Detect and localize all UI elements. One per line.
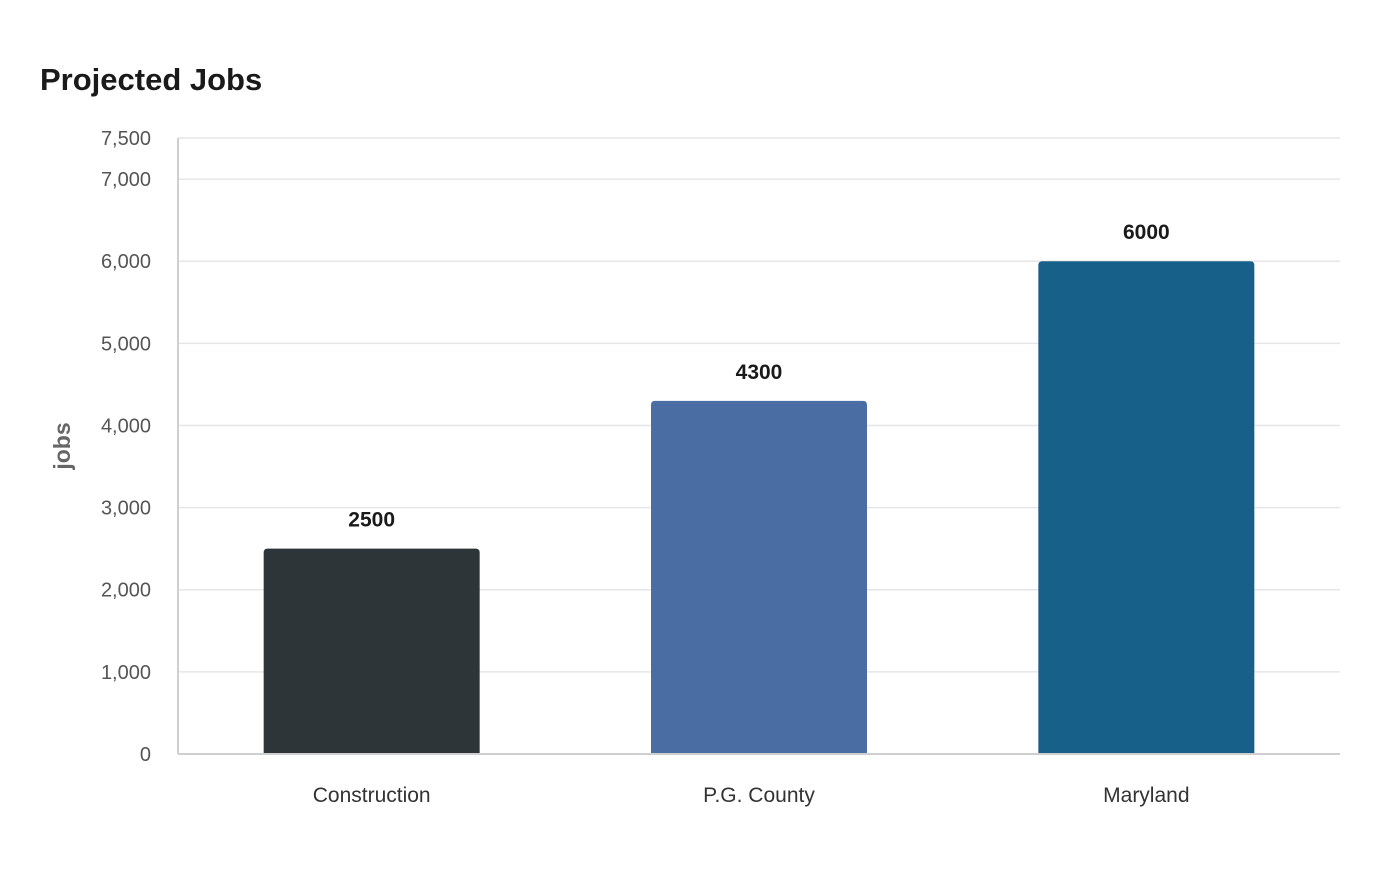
- bar-0: [263, 548, 480, 754]
- data-labels: 2500 4300 6000: [348, 221, 1169, 531]
- data-label: 2500: [348, 509, 395, 532]
- data-label: 6000: [1123, 221, 1170, 244]
- y-tick-label: 1,000: [101, 662, 151, 684]
- y-tick-label: 6,000: [101, 251, 151, 273]
- y-axis-title: jobs: [49, 422, 75, 470]
- y-tick-label: 7,500: [101, 128, 151, 150]
- bar-1: [651, 400, 867, 754]
- x-tick-label: P.G. County: [703, 784, 815, 807]
- y-tick-label: 7,000: [101, 169, 151, 191]
- bar-2: [1038, 261, 1255, 754]
- chart-title: Projected Jobs: [40, 62, 263, 97]
- bars: [263, 261, 1255, 754]
- y-tick-label: 4,000: [101, 415, 151, 437]
- x-tick-label: Maryland: [1103, 784, 1189, 807]
- y-tick-label: 0: [140, 744, 151, 766]
- y-axis-ticks: 0 1,000 2,000 3,000 4,000 5,000 6,000 7,000 7,50…: [101, 128, 151, 766]
- y-tick-label: 2,000: [101, 580, 151, 602]
- y-tick-label: 5,000: [101, 333, 151, 355]
- data-label: 4300: [736, 361, 783, 384]
- x-tick-label: Construction: [313, 784, 431, 807]
- x-axis-ticks: Construction P.G. County Maryland: [313, 784, 1190, 807]
- y-tick-label: 3,000: [101, 498, 151, 520]
